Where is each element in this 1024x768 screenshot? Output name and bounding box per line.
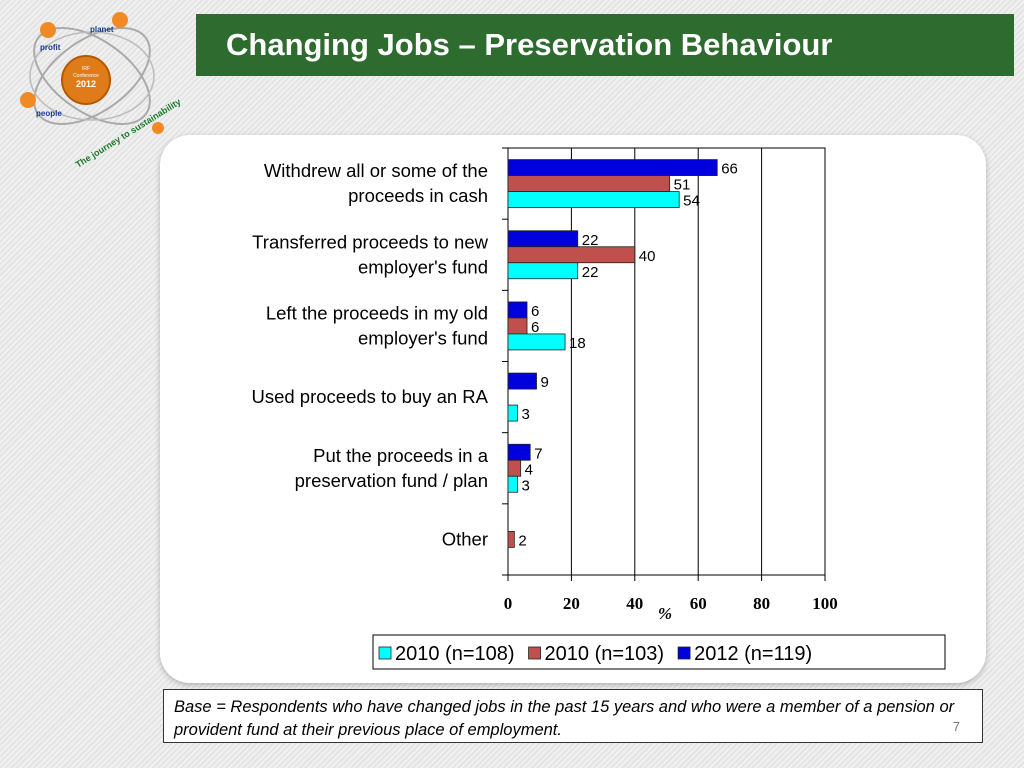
legend-swatch bbox=[677, 646, 691, 660]
bar bbox=[507, 262, 579, 280]
category-label: Other bbox=[442, 528, 488, 549]
category-label: employer's fund bbox=[358, 327, 488, 348]
data-label: 9 bbox=[541, 374, 549, 391]
category-label: Transferred proceeds to new bbox=[252, 231, 488, 252]
logo-word-planet: planet bbox=[90, 25, 114, 34]
conference-badge bbox=[61, 55, 111, 105]
bar bbox=[507, 475, 518, 493]
legend-entry: 2010 (n=103) bbox=[545, 643, 665, 665]
logo-word-people: people bbox=[36, 109, 62, 118]
logo-badge-line2: Conference bbox=[73, 73, 99, 79]
data-label: 6 bbox=[531, 319, 539, 336]
category-label: proceeds in cash bbox=[348, 185, 488, 206]
data-label: 4 bbox=[525, 461, 533, 478]
title-bar: Changing Jobs – Preservation Behaviour bbox=[196, 14, 1014, 76]
chart-panel: 0 20 40 60 80 100% Withdrew all or some of the… bbox=[160, 135, 986, 683]
bar bbox=[507, 191, 680, 208]
category-label: preservation fund / plan bbox=[295, 470, 488, 491]
x-tick-label: 100 bbox=[812, 594, 838, 613]
bar bbox=[507, 246, 636, 264]
legend-swatch bbox=[378, 646, 392, 660]
legend-entry: 2012 (n=119) bbox=[694, 643, 812, 665]
category-label: employer's fund bbox=[358, 256, 488, 277]
bar bbox=[507, 459, 522, 477]
data-label: 3 bbox=[522, 477, 530, 494]
x-tick-label: 40 bbox=[626, 594, 643, 613]
bar bbox=[507, 531, 515, 548]
orbit-ball-icon bbox=[40, 22, 56, 38]
x-axis-label: % bbox=[658, 604, 672, 623]
legend-entry: 2010 (n=108) bbox=[395, 643, 515, 665]
data-label: 66 bbox=[721, 161, 738, 178]
bar bbox=[507, 317, 528, 335]
category-label: Withdrew all or some of the bbox=[264, 160, 488, 181]
data-label: 51 bbox=[674, 177, 691, 194]
data-label: 40 bbox=[639, 248, 656, 265]
bar bbox=[507, 372, 537, 390]
bar-chart: 0 20 40 60 80 100% Withdrew all or some of the… bbox=[251, 147, 946, 670]
data-label: 54 bbox=[683, 193, 700, 210]
slide-title: Changing Jobs – Preservation Behaviour bbox=[226, 27, 833, 62]
legend-swatch bbox=[528, 646, 541, 660]
plot-frame bbox=[507, 147, 826, 576]
x-tick-label: 80 bbox=[753, 594, 770, 613]
bar bbox=[507, 230, 579, 248]
bar bbox=[507, 301, 528, 319]
bar bbox=[507, 443, 531, 461]
bar bbox=[507, 404, 518, 422]
conference-logo: planet profit people IRF Conference 2012… bbox=[20, 12, 180, 170]
orbit-ball-icon bbox=[152, 122, 164, 134]
data-label: 6 bbox=[531, 303, 539, 320]
bar bbox=[507, 175, 671, 192]
category-label: Put the proceeds in a bbox=[313, 445, 489, 466]
page-number: 7 bbox=[952, 719, 960, 734]
data-label: 22 bbox=[582, 264, 599, 281]
base-note-text: Base = Respondents who have changed jobs… bbox=[174, 698, 955, 739]
orbit-ball-icon bbox=[20, 92, 36, 108]
data-label: 7 bbox=[534, 445, 542, 462]
x-tick-label: 60 bbox=[690, 594, 707, 613]
category-label: Left the proceeds in my old bbox=[266, 302, 488, 323]
data-label: 22 bbox=[582, 232, 599, 249]
bar bbox=[507, 333, 566, 351]
x-tick-label: 20 bbox=[563, 594, 580, 613]
logo-badge-line1: IRF bbox=[82, 66, 90, 72]
base-note: Base = Respondents who have changed jobs… bbox=[163, 689, 983, 743]
logo-word-profit: profit bbox=[40, 43, 61, 52]
orbit-ball-icon bbox=[112, 12, 128, 28]
legend-box bbox=[372, 634, 946, 670]
data-label: 2 bbox=[518, 532, 526, 549]
data-label: 18 bbox=[569, 335, 586, 352]
bar bbox=[507, 159, 718, 176]
x-tick-label: 0 bbox=[504, 594, 513, 613]
category-label: Used proceeds to buy an RA bbox=[251, 386, 488, 407]
logo-badge-year: 2012 bbox=[76, 79, 96, 89]
data-label: 3 bbox=[522, 406, 530, 423]
